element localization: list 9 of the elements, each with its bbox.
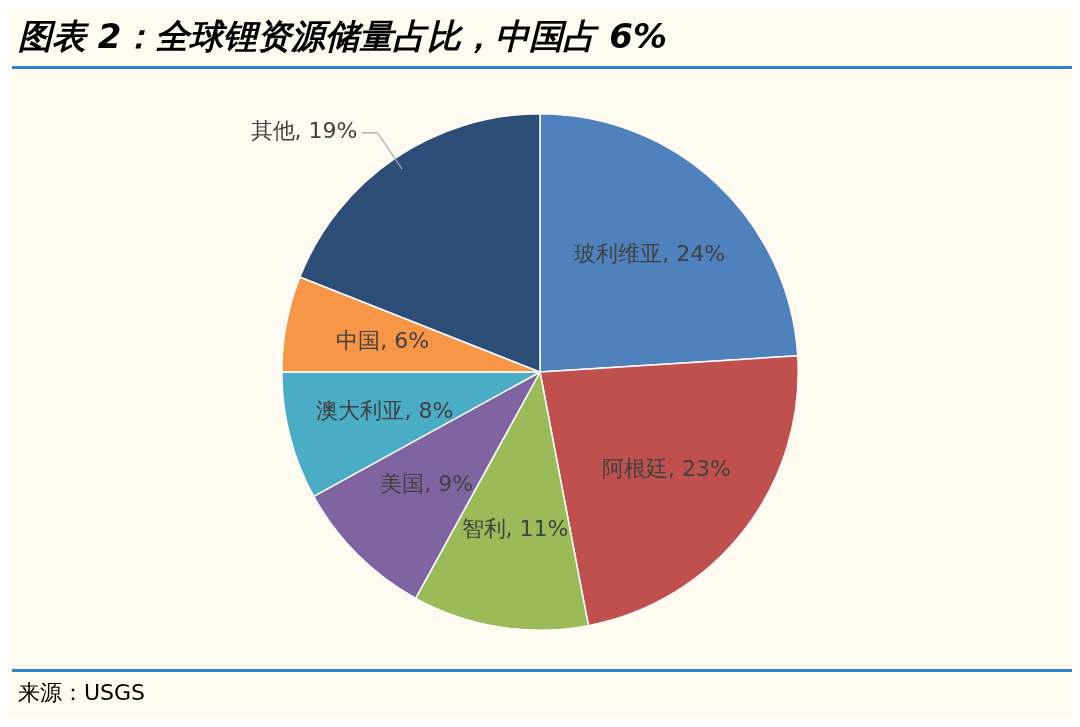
slice-label: 美国, 9% [380,470,474,496]
chart-title: 图表 2：全球锂资源储量占比，中国占 6% [17,15,669,58]
slice-label: 智利, 11% [461,515,569,541]
slice-label: 玻利维亚, 24% [574,241,726,266]
slice-label: 澳大利亚, 8% [316,397,454,423]
slice-label: 中国, 6% [336,327,430,353]
source-note: 来源：USGS [17,679,147,707]
slice-label: 阿根廷, 23% [602,455,731,481]
slice-label: 其他, 19% [250,118,358,144]
